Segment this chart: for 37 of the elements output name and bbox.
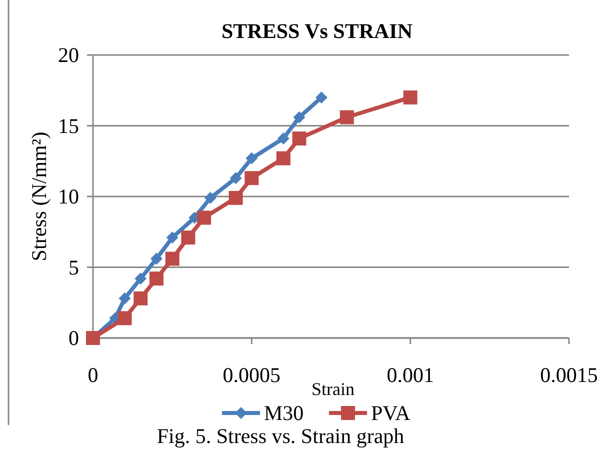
point [181, 230, 196, 245]
point [118, 292, 131, 304]
point [166, 232, 178, 244]
y-tick-label: 10 [58, 184, 79, 208]
y-tick-label: 20 [58, 43, 79, 67]
point [118, 311, 132, 326]
point [165, 252, 180, 266]
point [228, 190, 243, 205]
y-tick-label: 15 [58, 114, 79, 138]
caption: Fig. 5. Stress vs. Strain graph [156, 424, 405, 448]
point [246, 152, 258, 164]
point [204, 192, 216, 204]
point [403, 90, 418, 104]
x-tick-label: 0.001 [386, 363, 434, 387]
point [134, 272, 147, 285]
point [292, 131, 306, 146]
point [230, 172, 242, 184]
x-tick-label: 0.0015 [540, 363, 598, 387]
y-tick-label: 0 [68, 326, 79, 350]
chart-title: STRESS Vs STRAIN [221, 19, 413, 43]
point [244, 171, 259, 186]
x-tick-label: 0.0005 [222, 363, 281, 387]
point [134, 291, 148, 306]
point [293, 111, 306, 124]
point [150, 252, 162, 265]
legend-label: PVA [371, 401, 412, 425]
point [340, 110, 354, 124]
x-axis-title: Strain [312, 379, 354, 399]
point [149, 272, 164, 286]
point [277, 132, 290, 144]
point [197, 210, 212, 225]
x-tick-label: 0 [88, 363, 98, 387]
y-axis-title: Stress (N/mm²) [27, 132, 51, 262]
y-tick-label: 5 [68, 255, 79, 280]
point [276, 151, 290, 166]
legend-label: M30 [264, 401, 304, 425]
point [315, 91, 328, 104]
